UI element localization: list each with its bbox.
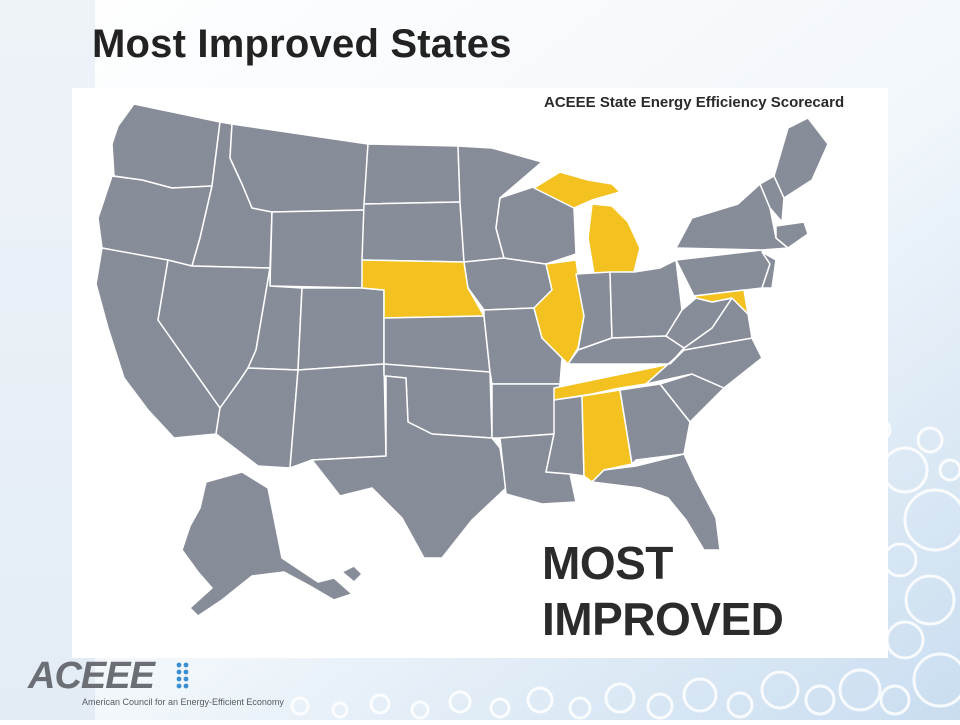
state-montana [229, 123, 369, 213]
state-texas [311, 375, 507, 559]
state-washington [111, 103, 221, 189]
state-michigan-upper [533, 171, 621, 209]
state-pennsylvania [675, 249, 771, 297]
state-new-hampshire [759, 175, 785, 223]
logo-mark [176, 662, 189, 689]
state-new-jersey [761, 251, 777, 289]
state-massachusetts [775, 221, 809, 249]
logo-subtitle: American Council for an Energy-Efficient… [82, 697, 284, 707]
scorecard-label: ACEEE State Energy Efficiency Scorecard [544, 94, 845, 111]
state-north-dakota [363, 143, 461, 205]
state-wyoming [269, 209, 365, 289]
state-maine [773, 117, 829, 199]
state-maryland [693, 289, 749, 315]
map-panel: ACEEE State Energy Efficiency Scorecard … [72, 88, 888, 658]
logo-wordmark: ACEEE [28, 655, 155, 697]
state-arkansas [491, 383, 561, 439]
state-michigan-lower [587, 203, 641, 275]
aceee-logo: ACEEE American Council for an Energy-Eff… [22, 655, 284, 713]
most-improved-line2: IMPROVED [542, 593, 784, 645]
state-hawaii [341, 565, 363, 583]
state-colorado [297, 287, 385, 371]
slide-title: Most Improved States [92, 22, 512, 66]
us-states-map [95, 103, 829, 617]
state-alaska [181, 471, 353, 617]
state-florida [591, 453, 721, 551]
state-new-mexico [289, 363, 387, 469]
state-south-dakota [361, 201, 465, 263]
state-kansas [383, 315, 491, 373]
most-improved-line1: MOST [542, 537, 673, 589]
